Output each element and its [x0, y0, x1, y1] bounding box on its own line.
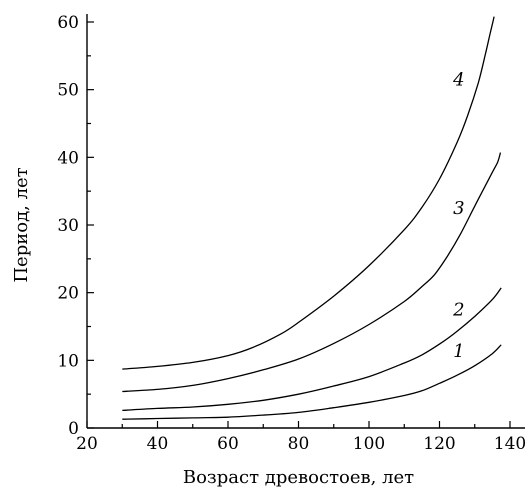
series-label-2: 2	[452, 300, 464, 321]
x-tick-label-60: 60	[217, 434, 239, 454]
series-line-4	[122, 16, 495, 370]
y-tick-label-40: 40	[57, 148, 79, 168]
y-tick-label-30: 30	[57, 216, 79, 236]
x-tick-label-20: 20	[76, 434, 98, 454]
series-labels: 1 2 3 4	[452, 70, 464, 362]
series-label-1: 1	[453, 341, 464, 362]
x-tick-label-120: 120	[423, 434, 455, 454]
y-tick-label-50: 50	[57, 81, 79, 101]
y-axis-title: Период, лет	[11, 167, 32, 282]
x-tick-label-40: 40	[147, 434, 169, 454]
series-line-1	[122, 344, 502, 420]
y-tick-label-60: 60	[57, 13, 79, 33]
series-line-2	[122, 287, 502, 412]
x-tick-label-140: 140	[494, 434, 526, 454]
x-tick-label-80: 80	[288, 434, 310, 454]
series-line-3	[122, 152, 502, 393]
y-tick-label-0: 0	[68, 419, 79, 439]
axes	[86, 14, 525, 429]
ticks: 20 40 60 80 100 120 140 0 10 20 30 40 50 60	[57, 13, 526, 454]
y-tick-label-20: 20	[57, 284, 79, 304]
x-axis-title: Возраст древостоев, лет	[183, 467, 414, 488]
curves	[122, 16, 502, 420]
series-label-4: 4	[452, 70, 464, 91]
x-tick-label-100: 100	[353, 434, 385, 454]
y-tick-label-10: 10	[57, 351, 79, 371]
series-label-3: 3	[453, 198, 464, 219]
